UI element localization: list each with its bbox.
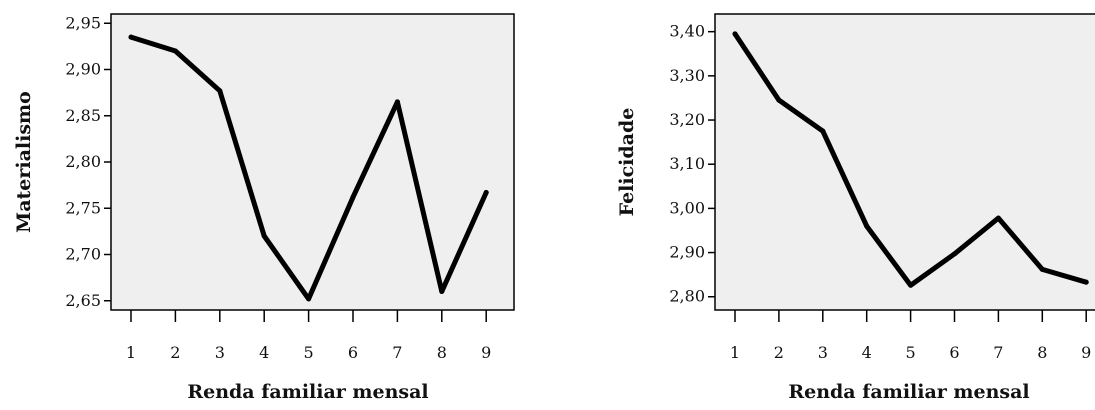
x-tick-label: 4 xyxy=(259,343,269,362)
data-point xyxy=(1083,279,1089,285)
y-tick-label: 3,00 xyxy=(669,198,705,217)
x-axis: 1 2 3 4 5 6 7 8 9 xyxy=(730,310,1091,362)
data-point xyxy=(350,194,356,200)
x-tick-label: 3 xyxy=(215,343,225,362)
x-tick-label: 9 xyxy=(481,343,491,362)
x-tick-label: 6 xyxy=(348,343,358,362)
data-point xyxy=(820,128,826,134)
data-point xyxy=(1039,266,1045,272)
data-point xyxy=(394,99,400,105)
x-axis-label: Renda familiar mensal xyxy=(187,381,428,403)
data-point xyxy=(217,88,223,94)
x-tick-label: 2 xyxy=(170,343,180,362)
x-tick-label: 2 xyxy=(774,343,784,362)
y-tick-label: 3,30 xyxy=(669,66,705,85)
x-tick-label: 5 xyxy=(906,343,916,362)
y-tick-label: 2,75 xyxy=(65,198,101,217)
data-point xyxy=(908,282,914,288)
x-tick-label: 7 xyxy=(993,343,1003,362)
y-tick-label: 3,20 xyxy=(669,110,705,129)
data-point xyxy=(128,34,134,40)
data-point xyxy=(864,223,870,229)
y-tick-label: 2,70 xyxy=(65,245,101,264)
x-tick-label: 8 xyxy=(1037,343,1047,362)
y-tick-label: 2,90 xyxy=(65,60,101,79)
x-tick-label: 7 xyxy=(392,343,402,362)
x-axis-label: Renda familiar mensal xyxy=(788,381,1029,403)
data-point xyxy=(261,233,267,239)
y-axis-label: Felicidade xyxy=(616,108,638,217)
data-point xyxy=(306,296,312,302)
y-axis-label: Materialismo xyxy=(13,91,35,233)
y-tick-label: 2,85 xyxy=(65,106,101,125)
data-point xyxy=(172,48,178,54)
x-tick-label: 5 xyxy=(304,343,314,362)
x-tick-label: 8 xyxy=(437,343,447,362)
data-point xyxy=(776,97,782,103)
y-tick-label: 2,80 xyxy=(669,287,705,306)
x-tick-label: 1 xyxy=(730,343,740,362)
data-point xyxy=(439,289,445,294)
data-point xyxy=(483,190,489,196)
y-tick-label: 2,90 xyxy=(669,243,705,262)
y-tick-label: 3,10 xyxy=(669,154,705,173)
chart-materialismo: 2,65 2,70 2,75 2,80 2,85 2,90 2,95 1 2 3 4 5 6 7 8 9 M… xyxy=(13,13,515,403)
x-tick-label: 1 xyxy=(126,343,136,362)
x-axis: 1 2 3 4 5 6 7 8 9 xyxy=(126,310,491,362)
y-tick-label: 2,95 xyxy=(65,13,101,32)
chart-felicidade: 2,80 2,90 3,00 3,10 3,20 3,30 3,40 1 2 3 4 5 6 7 8 9 F… xyxy=(616,13,1095,403)
x-tick-label: 9 xyxy=(1081,343,1091,362)
data-point xyxy=(995,215,1001,221)
data-point xyxy=(952,251,957,257)
plot-area xyxy=(110,13,515,311)
x-tick-label: 4 xyxy=(862,343,872,362)
y-axis: 2,65 2,70 2,75 2,80 2,85 2,90 2,95 xyxy=(65,13,111,310)
x-tick-label: 3 xyxy=(818,343,828,362)
x-tick-label: 6 xyxy=(949,343,959,362)
data-point xyxy=(732,31,738,37)
y-tick-label: 2,65 xyxy=(65,291,101,310)
y-tick-label: 2,80 xyxy=(65,152,101,171)
y-tick-label: 3,40 xyxy=(669,22,705,41)
y-axis: 2,80 2,90 3,00 3,10 3,20 3,30 3,40 xyxy=(669,22,715,306)
